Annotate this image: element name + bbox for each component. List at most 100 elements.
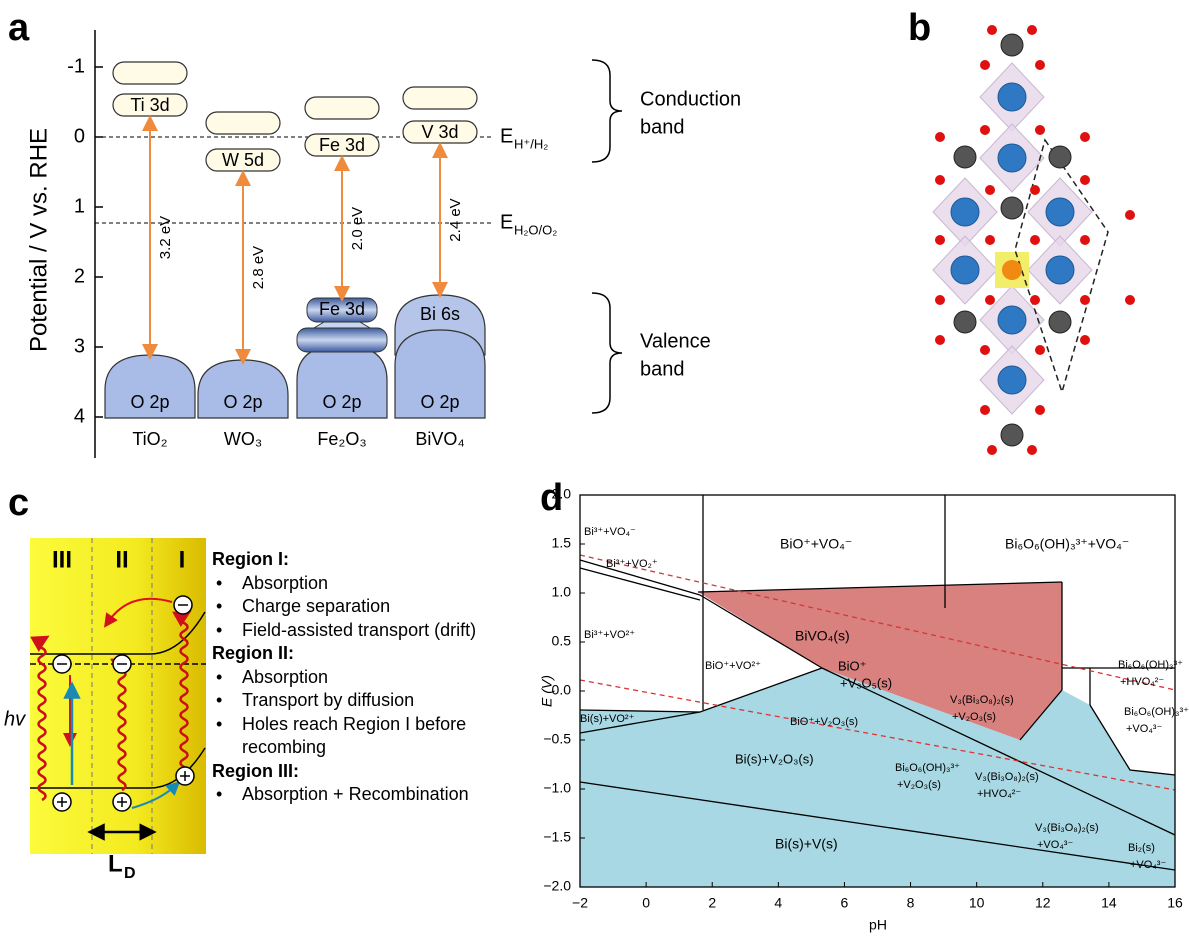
y-tick-label: 1.5 (552, 535, 572, 551)
section-heading: Region II: (212, 642, 542, 666)
y-tick-label: -1 (67, 55, 85, 77)
panel-label: c (8, 482, 29, 524)
region-label: Bi₆O₆(OH)₃³⁺ (1118, 659, 1183, 671)
atom-v (998, 306, 1026, 334)
region-list: Region I:AbsorptionCharge separationFiel… (212, 548, 542, 807)
region-label: V₃(Bi₃O₈)₂(s) (1035, 822, 1099, 834)
region-label: +V₂O₃(s) (897, 779, 941, 791)
band-label: band (640, 358, 685, 380)
depth-subscript: D (124, 865, 136, 882)
region-label: BiO⁺+V₂O₃(s) (790, 716, 858, 728)
atom-bi (954, 146, 976, 168)
list-item: Charge separation (212, 595, 542, 619)
photon-label: hv (4, 708, 26, 730)
valence-top-label: Bi 6s (420, 304, 460, 324)
region-label: II (115, 546, 128, 573)
y-tick-label: 1 (74, 195, 85, 217)
list-item: Absorption (212, 572, 542, 596)
upper-band (113, 62, 187, 84)
gap-label: 3.2 eV (157, 216, 174, 259)
atom-o (980, 345, 990, 355)
region-label: III (52, 546, 72, 573)
atom-o (985, 235, 995, 245)
material-name: TiO₂ (132, 429, 167, 449)
atom-o (980, 125, 990, 135)
reference-symbol: E (500, 125, 513, 147)
list-item: Absorption + Recombination (212, 783, 542, 807)
figure: a b c d -101234Potential / V vs. RHEEH⁺/… (0, 0, 1189, 936)
reference-symbol: E (500, 211, 513, 233)
atom-v (998, 83, 1026, 111)
x-tick-label: −2 (572, 895, 588, 911)
region-label: Bi₆O₆(OH)₃³⁺ (895, 762, 960, 774)
atom-bi (1001, 197, 1023, 219)
atom-o (987, 25, 997, 35)
band-label: Conduction (640, 88, 741, 110)
region-label: Bi₂(s) (1128, 842, 1155, 854)
y-tick-label: 4 (74, 405, 85, 427)
x-tick-label: 2 (708, 895, 716, 911)
x-tick-label: 16 (1167, 895, 1183, 911)
atom-o (985, 185, 995, 195)
atom-o (935, 132, 945, 142)
region-fill (580, 668, 1175, 887)
region-label: +V₃O₅(s) (840, 675, 892, 690)
atom-o (1080, 132, 1090, 142)
gap-label: 2.0 eV (349, 207, 366, 250)
region-label: +VO₄³⁻ (1130, 859, 1166, 871)
valence-top-label: Fe 3d (319, 299, 365, 319)
band-label: Valence (640, 330, 711, 352)
valence-band-label: O 2p (130, 392, 169, 412)
atom-o (1030, 185, 1040, 195)
atom-v (951, 256, 979, 284)
atom-o (1027, 445, 1037, 455)
y-tick-label: 3 (74, 335, 85, 357)
valence-band-label: O 2p (420, 392, 459, 412)
y-axis-label: Potential / V vs. RHE (25, 128, 52, 352)
y-tick-label: −1.0 (543, 780, 571, 796)
atom-o (1035, 125, 1045, 135)
atom-v (951, 198, 979, 226)
x-tick-label: 14 (1101, 895, 1117, 911)
atom-o (980, 405, 990, 415)
region-label: +VO₄³⁻ (1037, 839, 1073, 851)
y-tick-label: 2 (74, 265, 85, 287)
x-tick-label: 12 (1035, 895, 1051, 911)
conduction-band-label: Fe 3d (319, 135, 365, 155)
gap-label: 2.4 eV (447, 198, 464, 241)
depth-symbol: L (108, 850, 123, 877)
section-heading: Region I: (212, 548, 542, 572)
atom-v (998, 144, 1026, 172)
region-label: V₃(Bi₃O₈)₂(s) (950, 694, 1014, 706)
region-label: +HVO₄²⁻ (1120, 676, 1164, 688)
region-label: BiO⁺+VO²⁺ (705, 660, 761, 672)
panel-label: b (908, 7, 931, 49)
valence-band-label: O 2p (223, 392, 262, 412)
fe-band (297, 328, 387, 352)
atom-v (998, 366, 1026, 394)
region-label: BiO⁺ (838, 658, 867, 673)
upper-band (305, 97, 379, 119)
y-tick-label: 2.0 (552, 486, 572, 502)
atom-o (987, 445, 997, 455)
list-item: Field-assisted transport (drift) (212, 619, 542, 643)
atom-o (935, 295, 945, 305)
atom-o (935, 235, 945, 245)
list-item: Holes reach Region I before recombing (212, 713, 542, 760)
atom-v (1046, 256, 1074, 284)
y-tick-label: −2.0 (543, 878, 571, 894)
atom-o (1125, 210, 1135, 220)
y-tick-label: −0.5 (543, 731, 571, 747)
region-label: +HVO₄²⁻ (977, 788, 1021, 800)
page: a b c d -101234Potential / V vs. RHEEH⁺/… (0, 0, 1189, 936)
list-item: Absorption (212, 666, 542, 690)
y-tick-label: 0.5 (552, 633, 572, 649)
atom-o (1035, 405, 1045, 415)
brace (592, 60, 622, 162)
atom-o (980, 60, 990, 70)
conduction-band-label: Ti 3d (130, 95, 169, 115)
atom-o (1030, 295, 1040, 305)
atom-o (985, 295, 995, 305)
region-label: Bi³⁺+VO₂⁺ (606, 558, 658, 570)
y-tick-label: 0 (74, 125, 85, 147)
